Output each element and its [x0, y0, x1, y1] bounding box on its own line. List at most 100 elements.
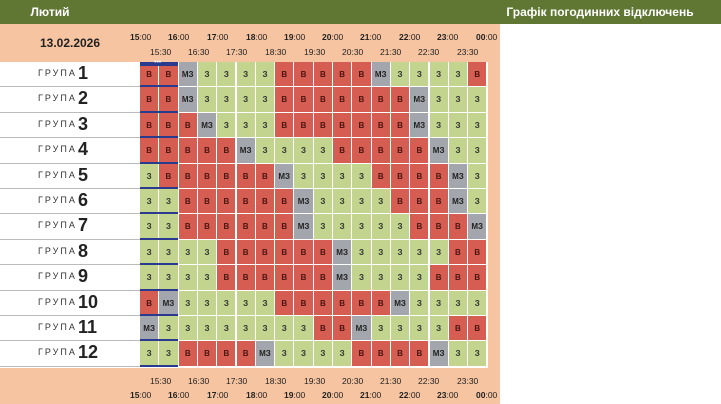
current-slot-underline: [140, 364, 178, 367]
schedule-cell: З: [429, 239, 449, 266]
group-row-11: ГРУПА 11 МЗ З З З З З З З З В В МЗ З З З З В В: [0, 316, 500, 342]
schedule-cell: З: [352, 239, 372, 266]
group-row-7: ГРУПА 7 З З В В В В В В МЗ З З З З З В В В МЗ: [0, 214, 500, 240]
schedule-cell: З: [178, 265, 198, 291]
schedule-cell: В: [371, 112, 391, 139]
group-cells: В МЗ З З З З З В В В В В В МЗ З З З З: [140, 290, 488, 316]
schedule-cell: В: [140, 87, 160, 113]
group-cells: В В МЗ З З З З В В В В В В В МЗ З З З: [140, 87, 488, 113]
schedule-cell: МЗ: [333, 265, 353, 291]
timeline-bottom: 15:00 16:00 17:00 18:00 19:00 20:00 21:00 22:00…: [128, 372, 500, 404]
schedule-cell: З: [294, 341, 314, 367]
timeline-hour-15: 15:00: [130, 390, 152, 400]
group-cells: З З В В В В В В МЗ З З З З В В В МЗ З: [140, 189, 488, 215]
schedule-cell: З: [140, 239, 160, 266]
schedule-cell: МЗ: [159, 290, 179, 316]
schedule-cell: В: [178, 214, 198, 240]
schedule-cell: МЗ: [429, 341, 449, 367]
schedule-cell: В: [313, 265, 333, 291]
group-label: ГРУПА 2: [0, 87, 140, 113]
schedule-cell: В: [294, 239, 314, 266]
schedule-cell: В: [217, 239, 237, 266]
schedule-cell: МЗ: [294, 214, 314, 240]
schedule-cell: З: [217, 290, 237, 316]
schedule-cell: З: [429, 290, 449, 316]
group-label: ГРУПА 11: [0, 316, 140, 342]
group-word: ГРУПА: [38, 322, 77, 332]
group-row-12: ГРУПА 12 З З В В В В МЗ З З З З В В В В МЗ З З: [0, 341, 500, 367]
schedule-cell: В: [217, 189, 237, 215]
schedule-cell: В: [255, 265, 276, 291]
schedule-cell: В: [333, 138, 353, 164]
timeline-half-hour: 21:30: [380, 376, 402, 386]
schedule-cell: В: [197, 189, 218, 215]
timeline-hour-00: 00:00: [476, 390, 498, 400]
schedule-cell: З: [410, 290, 430, 316]
schedule-cell: З: [448, 138, 469, 164]
schedule-cell: В: [178, 189, 198, 215]
schedule-cell: З: [140, 265, 160, 291]
schedule-cell: З: [255, 316, 276, 342]
group-cells: В В МЗ З З З З В В В В В МЗ З З З З В: [140, 62, 488, 88]
schedule-cell: З: [390, 239, 411, 266]
schedule-cell: В: [429, 214, 449, 240]
schedule-cell: З: [468, 112, 488, 139]
group-cells: З З В В В В В В МЗ З З З З З В В В МЗ: [140, 214, 488, 240]
group-word: ГРУПА: [38, 347, 77, 358]
group-label: ГРУПА 4: [0, 138, 140, 164]
schedule-cell: З: [294, 163, 314, 189]
group-cells: В В В В В МЗ З З З З В В В В В МЗ З З: [140, 138, 488, 164]
schedule-cell: З: [255, 112, 276, 139]
schedule-cell: З: [275, 316, 295, 342]
schedule-cell: В: [294, 265, 314, 291]
schedule-cell: З: [159, 265, 179, 291]
schedule-cell: З: [159, 189, 179, 215]
group-row-4: ГРУПА 4 В В В В В МЗ З З З З В В В В В МЗ З З: [0, 138, 500, 164]
schedule-cell: З: [333, 214, 353, 240]
schedule-cell: В: [178, 138, 198, 164]
schedule-cell: В: [197, 341, 218, 367]
current-time-dots: •••: [154, 59, 162, 66]
schedule-cell: В: [294, 290, 314, 316]
schedule-cell: В: [333, 290, 353, 316]
group-word: ГРУПА: [38, 118, 77, 129]
timeline-hour-22: 22:00: [399, 390, 421, 400]
bottom-panel: [0, 368, 500, 404]
schedule-cell: В: [236, 341, 256, 367]
schedule-cell: В: [217, 265, 237, 291]
group-row-10: ГРУПА 10 В МЗ З З З З З В В В В В В МЗ З З З З: [0, 290, 500, 316]
schedule-cell: З: [371, 265, 391, 291]
schedule-cell: В: [217, 163, 237, 189]
schedule-cell: З: [333, 341, 353, 367]
group-word: ГРУПА: [38, 296, 77, 307]
schedule-cell: З: [429, 62, 449, 88]
schedule-cell: В: [197, 214, 218, 240]
schedule-cell: В: [352, 138, 372, 164]
timeline-half-hour: 18:30: [265, 47, 287, 57]
group-label: ГРУПА 6: [0, 189, 140, 215]
schedule-cell: МЗ: [197, 112, 218, 139]
group-cells: З В В В В В В МЗ З З З З В В В В МЗ З: [140, 163, 488, 189]
schedule-cell: В: [255, 189, 276, 215]
current-slot-underline: [140, 85, 178, 88]
schedule-cell: З: [448, 112, 469, 139]
schedule-cell: З: [140, 189, 160, 215]
group-label: ГРУПА 3: [0, 113, 140, 139]
schedule-cell: В: [468, 316, 488, 342]
timeline-hour-23: 23:00: [437, 32, 459, 42]
schedule-cell: МЗ: [178, 87, 198, 113]
schedule-cell: З: [197, 265, 218, 291]
schedule-cell: З: [352, 214, 372, 240]
schedule-cell: З: [275, 341, 295, 367]
timeline-half-hour: 20:30: [342, 47, 364, 57]
schedule-cell: В: [352, 62, 372, 88]
schedule-cell: В: [448, 239, 469, 266]
timeline-hour-19: 19:00: [284, 32, 306, 42]
schedule-cell: В: [371, 341, 391, 367]
schedule-cell: В: [294, 112, 314, 139]
group-word: ГРУПА: [38, 144, 77, 155]
timeline-hour-23: 23:00: [437, 390, 459, 400]
schedule-cell: В: [390, 138, 411, 164]
group-word: ГРУПА: [38, 93, 77, 104]
schedule-cell: В: [275, 87, 295, 113]
